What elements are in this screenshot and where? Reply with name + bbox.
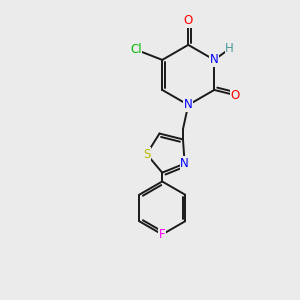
Text: O: O	[231, 89, 240, 102]
Text: N: N	[210, 53, 219, 66]
Text: N: N	[184, 98, 193, 111]
Text: S: S	[143, 148, 150, 160]
Text: N: N	[180, 157, 189, 170]
Text: H: H	[225, 42, 234, 55]
Text: Cl: Cl	[130, 43, 142, 56]
Text: F: F	[159, 228, 166, 241]
Text: O: O	[184, 14, 193, 27]
